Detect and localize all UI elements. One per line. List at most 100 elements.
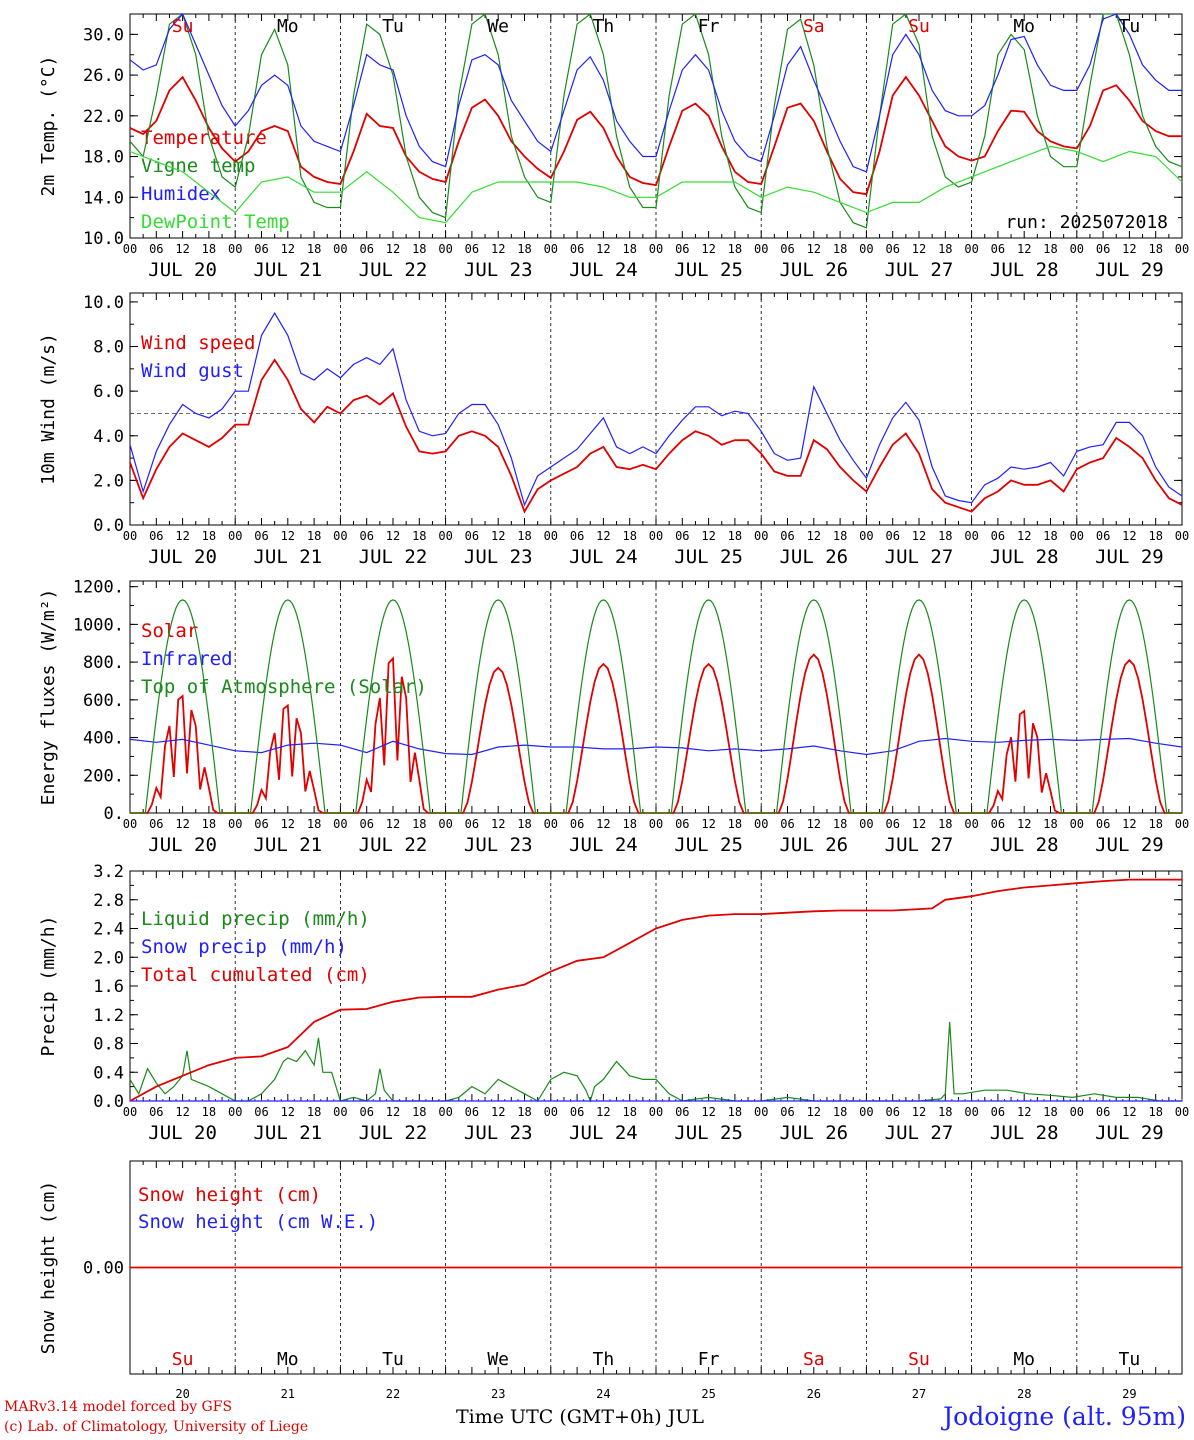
y-tick-label: 22.0 — [83, 107, 124, 127]
hour-tick-label: 12 — [281, 242, 295, 256]
weekday-label: Sa — [803, 1349, 825, 1370]
hour-tick-label: 06 — [991, 1105, 1005, 1119]
hour-tick-label: 18 — [833, 242, 847, 256]
hour-tick-label: 00 — [964, 242, 978, 256]
hour-tick-label: 06 — [991, 529, 1005, 543]
hour-tick-label: 18 — [833, 817, 847, 831]
hour-tick-label: 06 — [465, 1105, 479, 1119]
hour-tick-label: 00 — [438, 242, 452, 256]
hour-tick-label: 12 — [912, 817, 926, 831]
hour-tick-label: 18 — [1148, 1105, 1162, 1119]
legend-entry: Temperature — [141, 127, 267, 149]
weekday-label: Tu — [382, 1349, 404, 1370]
hour-tick-label: 00 — [859, 242, 873, 256]
hour-tick-label: 12 — [912, 529, 926, 543]
day-number-label: 29 — [1122, 1387, 1136, 1401]
hour-tick-label: 18 — [728, 1105, 742, 1119]
hour-tick-label: 06 — [149, 1105, 163, 1119]
panel-precip: 0.0 0.4 0.8 1.2 1.6 2.0 2.4 2.8 3.2 Precip (mm/h)… — [38, 862, 1189, 1144]
y-tick-label: 1200. — [73, 578, 124, 598]
hour-tick-label: 06 — [359, 242, 373, 256]
hour-tick-label: 00 — [438, 529, 452, 543]
day-number-label: 23 — [491, 1387, 505, 1401]
hour-tick-label: 06 — [780, 1105, 794, 1119]
hour-tick-label: 06 — [359, 817, 373, 831]
hour-tick-label: 06 — [675, 1105, 689, 1119]
hour-tick-label: 00 — [228, 817, 242, 831]
y-tick-label: 0.4 — [93, 1063, 124, 1083]
y-tick-label: 0.00 — [83, 1259, 124, 1279]
hour-tick-label: 12 — [491, 242, 505, 256]
y-tick-label: 4.0 — [93, 427, 124, 447]
day-label: JUL 25 — [674, 834, 743, 856]
hour-tick-label: 00 — [754, 1105, 768, 1119]
hour-tick-label: 18 — [202, 529, 216, 543]
series-temp-1 — [129, 13, 1183, 229]
legend-entry: Liquid precip (mm/h) — [141, 908, 370, 930]
day-label: JUL 22 — [359, 259, 428, 281]
hour-tick-label: 12 — [175, 242, 189, 256]
hour-tick-label: 12 — [1017, 1105, 1031, 1119]
hour-tick-label: 12 — [491, 529, 505, 543]
day-label: JUL 22 — [359, 546, 428, 568]
hour-tick-label: 06 — [885, 242, 899, 256]
day-label: JUL 29 — [1095, 546, 1164, 568]
hour-tick-label: 06 — [1096, 242, 1110, 256]
y-tick-label: 1.2 — [93, 1006, 124, 1026]
hour-tick-label: 12 — [1017, 529, 1031, 543]
legend-entry: Wind speed — [141, 332, 255, 354]
hour-tick-label: 00 — [333, 817, 347, 831]
location-label: Jodoigne (alt. 95m) — [943, 1402, 1186, 1431]
hour-tick-label: 06 — [991, 817, 1005, 831]
weekday-label: Su — [908, 16, 930, 37]
hour-tick-label: 12 — [1122, 529, 1136, 543]
y-tick-label: 2.4 — [93, 920, 124, 940]
y-tick-label: 26.0 — [83, 66, 124, 86]
hour-tick-label: 00 — [544, 242, 558, 256]
hour-tick-label: 12 — [281, 1105, 295, 1119]
y-axis-label: 2m Temp. (°C) — [38, 56, 59, 197]
hour-tick-label: 00 — [859, 529, 873, 543]
hour-tick-label: 00 — [544, 529, 558, 543]
hour-tick-label: 18 — [938, 817, 952, 831]
day-label: JUL 25 — [674, 546, 743, 568]
hour-tick-label: 06 — [991, 242, 1005, 256]
hour-tick-label: 00 — [544, 817, 558, 831]
hour-tick-label: 06 — [254, 817, 268, 831]
hour-tick-label: 12 — [596, 1105, 610, 1119]
hour-tick-label: 12 — [807, 817, 821, 831]
credit-line-lab: (c) Lab. of Climatology, University of L… — [4, 1419, 309, 1435]
hour-tick-label: 06 — [570, 817, 584, 831]
hour-tick-label: 12 — [807, 242, 821, 256]
day-label: JUL 27 — [885, 259, 954, 281]
weekday-label: Tu — [1119, 1349, 1141, 1370]
day-label: JUL 27 — [885, 546, 954, 568]
hour-tick-label: 06 — [465, 242, 479, 256]
hour-tick-label: 18 — [202, 817, 216, 831]
hour-tick-label: 12 — [596, 529, 610, 543]
time-axis-title: Time UTC (GMT+0h) JUL — [456, 1406, 704, 1428]
day-label: JUL 27 — [885, 834, 954, 856]
weekday-label: Mo — [277, 16, 299, 37]
y-tick-label: 200. — [83, 766, 124, 786]
hour-tick-label: 12 — [386, 817, 400, 831]
hour-tick-label: 12 — [175, 1105, 189, 1119]
hour-tick-label: 06 — [675, 529, 689, 543]
hour-tick-label: 06 — [254, 242, 268, 256]
hour-tick-label: 18 — [622, 817, 636, 831]
hour-tick-label: 06 — [1096, 529, 1110, 543]
y-axis-label: Precip (mm/h) — [38, 916, 59, 1057]
hour-tick-label: 12 — [386, 529, 400, 543]
hour-tick-label: 12 — [701, 817, 715, 831]
hour-tick-label: 12 — [596, 242, 610, 256]
hour-tick-label: 18 — [1043, 529, 1057, 543]
hour-tick-label: 00 — [964, 529, 978, 543]
hour-tick-label: 18 — [412, 529, 426, 543]
hour-tick-label: 00 — [123, 817, 137, 831]
hour-tick-label: 00 — [859, 1105, 873, 1119]
day-label: JUL 23 — [464, 834, 533, 856]
hour-tick-label: 12 — [491, 1105, 505, 1119]
day-label: JUL 21 — [253, 834, 322, 856]
hour-tick-label: 18 — [938, 529, 952, 543]
